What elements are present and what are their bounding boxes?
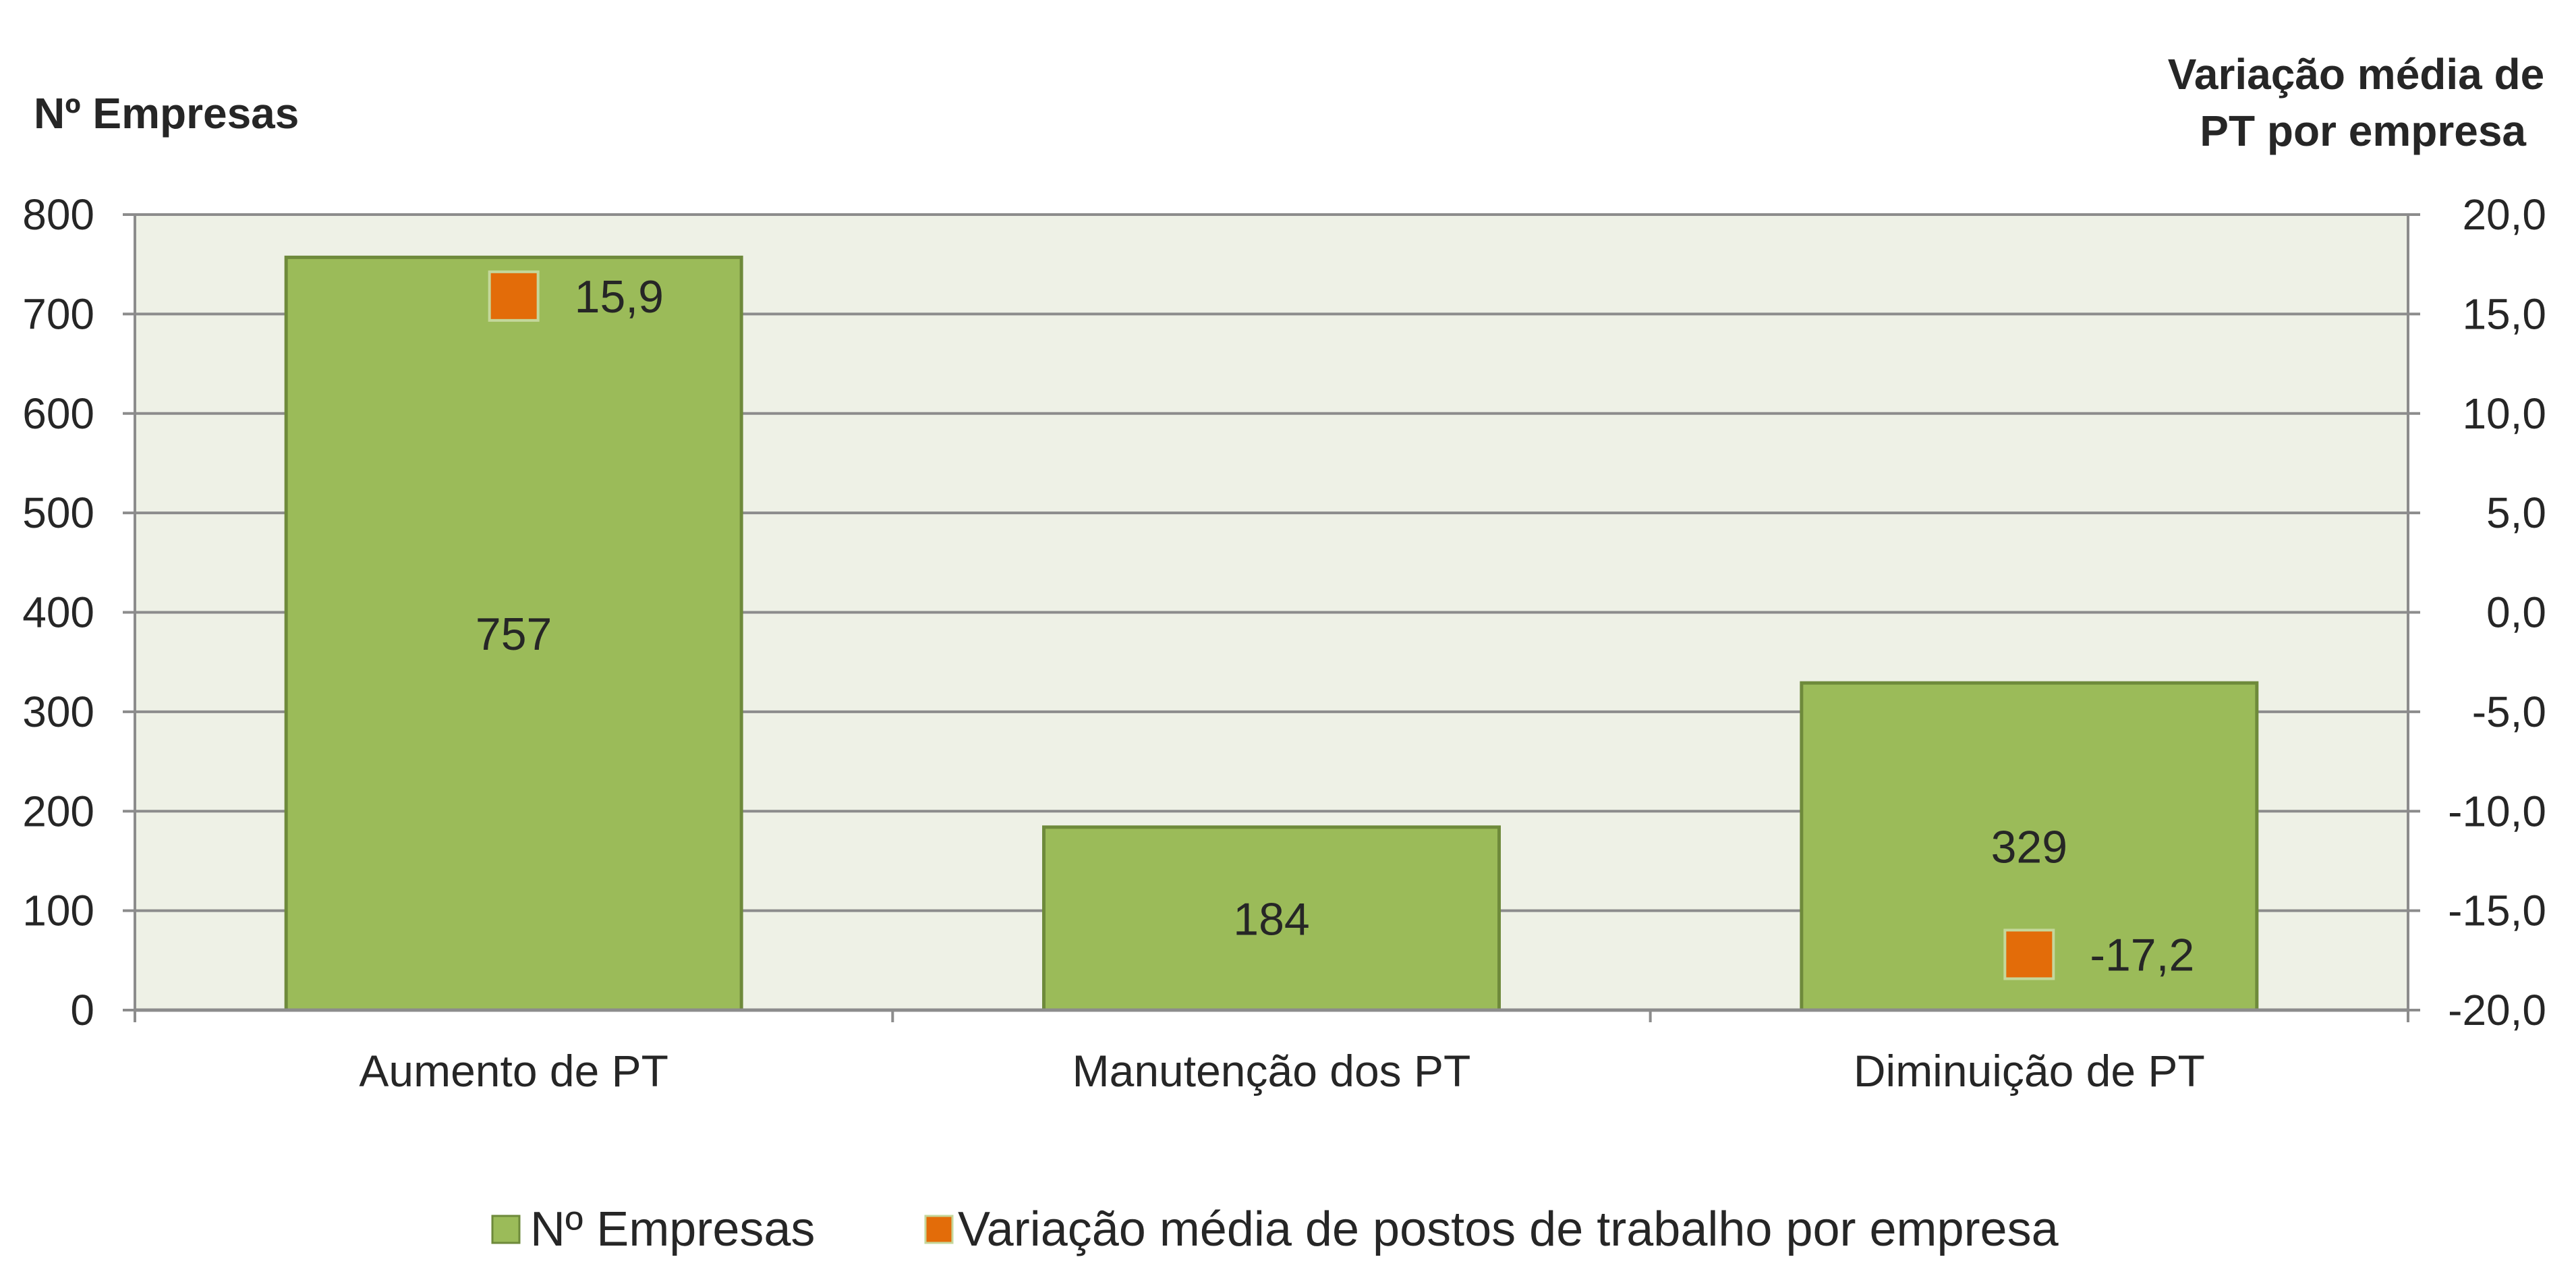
right-tick-label: -15,0 <box>2448 887 2546 935</box>
category-labels: Aumento de PT Manutenção dos PT Diminuição… <box>359 1046 2204 1096</box>
right-axis-title: Variação média de PT por empresa <box>2168 50 2556 155</box>
left-tick-label: 200 <box>22 787 94 835</box>
category-label: Aumento de PT <box>359 1046 668 1096</box>
right-axis-title-line-1: Variação média de <box>2168 50 2545 99</box>
right-tick-label: 0,0 <box>2486 588 2546 637</box>
bar <box>1042 825 1501 1012</box>
left-tick-label: 800 <box>22 190 94 239</box>
right-tick-label: 10,0 <box>2462 389 2546 438</box>
axes <box>123 213 2420 1022</box>
legend-swatch-markers <box>924 1215 954 1244</box>
left-tick-label: 300 <box>22 688 94 736</box>
left-tick-label: 600 <box>22 389 94 438</box>
right-axis-title-line-2: PT por empresa <box>2200 107 2526 155</box>
right-tick-label: -20,0 <box>2448 986 2546 1034</box>
bar-value-label: 329 <box>1991 822 2067 873</box>
marker-point <box>488 270 540 322</box>
legend-label-markers: Variação média de postos de trabalho por… <box>958 1202 2059 1256</box>
category-label: Diminuição de PT <box>1854 1046 2205 1096</box>
left-tick-label: 0 <box>70 986 94 1034</box>
right-tick-label: 5,0 <box>2486 489 2546 537</box>
right-axis-ticks: -20,0 -15,0 -10,0 -5,0 0,0 5,0 10,0 15,0 20,0 <box>2448 190 2546 1034</box>
left-tick-label: 700 <box>22 289 94 338</box>
bar-series <box>284 255 2259 1012</box>
left-axis-title: Nº Empresas <box>34 89 299 138</box>
left-tick-label: 100 <box>22 887 94 935</box>
category-label: Manutenção dos PT <box>1072 1046 1471 1096</box>
right-tick-label: 15,0 <box>2462 289 2546 338</box>
left-tick-label: 400 <box>22 588 94 637</box>
bar-value-label: 757 <box>476 609 552 660</box>
marker-value-label: -17,2 <box>2090 929 2194 980</box>
legend-label-bars: Nº Empresas <box>530 1202 815 1256</box>
right-tick-label: -10,0 <box>2448 787 2546 835</box>
marker-point <box>2003 928 2055 980</box>
bar-data-labels: 757 184 329 <box>476 609 2067 945</box>
left-tick-label: 500 <box>22 489 94 537</box>
right-tick-label: 20,0 <box>2462 190 2546 239</box>
bar <box>284 255 743 1012</box>
legend: Nº Empresas Variação média de postos de … <box>491 1202 2059 1256</box>
marker-series: 15,9 -17,2 <box>488 270 2194 980</box>
legend-swatch-bars <box>491 1215 521 1244</box>
bar-value-label: 184 <box>1233 893 1309 945</box>
right-tick-label: -5,0 <box>2472 688 2546 736</box>
left-axis-ticks: 0 100 200 300 400 500 600 700 800 <box>22 190 94 1034</box>
marker-value-label: 15,9 <box>575 271 664 323</box>
